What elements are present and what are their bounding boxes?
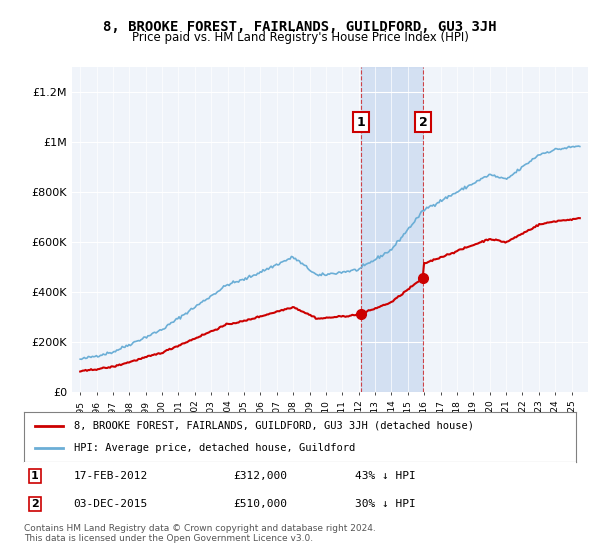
Text: 17-FEB-2012: 17-FEB-2012 [74, 471, 148, 481]
Text: 43% ↓ HPI: 43% ↓ HPI [355, 471, 416, 481]
Text: 1: 1 [356, 116, 365, 129]
Text: HPI: Average price, detached house, Guildford: HPI: Average price, detached house, Guil… [74, 443, 355, 453]
Bar [361, 67, 423, 392]
Text: 8, BROOKE FOREST, FAIRLANDS, GUILDFORD, GU3 3JH: 8, BROOKE FOREST, FAIRLANDS, GUILDFORD, … [103, 20, 497, 34]
Text: Contains HM Land Registry data © Crown copyright and database right 2024.
This d: Contains HM Land Registry data © Crown c… [24, 524, 376, 543]
Text: 1: 1 [31, 471, 39, 481]
Text: 30% ↓ HPI: 30% ↓ HPI [355, 499, 416, 509]
Text: Price paid vs. HM Land Registry's House Price Index (HPI): Price paid vs. HM Land Registry's House … [131, 31, 469, 44]
Text: 2: 2 [419, 116, 427, 129]
Text: £510,000: £510,000 [234, 499, 288, 509]
Text: 03-DEC-2015: 03-DEC-2015 [74, 499, 148, 509]
Text: 8, BROOKE FOREST, FAIRLANDS, GUILDFORD, GU3 3JH (detached house): 8, BROOKE FOREST, FAIRLANDS, GUILDFORD, … [74, 421, 473, 431]
Text: 2: 2 [31, 499, 39, 509]
Text: £312,000: £312,000 [234, 471, 288, 481]
